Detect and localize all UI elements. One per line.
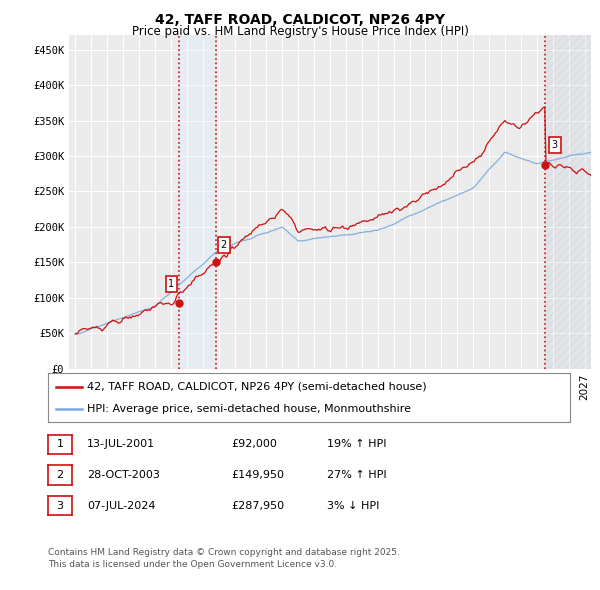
Text: 2: 2 <box>56 470 64 480</box>
Text: Contains HM Land Registry data © Crown copyright and database right 2025.
This d: Contains HM Land Registry data © Crown c… <box>48 548 400 569</box>
Text: 42, TAFF ROAD, CALDICOT, NP26 4PY: 42, TAFF ROAD, CALDICOT, NP26 4PY <box>155 13 445 27</box>
Text: 28-OCT-2003: 28-OCT-2003 <box>87 470 160 480</box>
Text: £149,950: £149,950 <box>231 470 284 480</box>
Bar <box>545 35 591 369</box>
Text: 3% ↓ HPI: 3% ↓ HPI <box>327 501 379 510</box>
Text: 42, TAFF ROAD, CALDICOT, NP26 4PY (semi-detached house): 42, TAFF ROAD, CALDICOT, NP26 4PY (semi-… <box>87 382 427 392</box>
Text: Price paid vs. HM Land Registry's House Price Index (HPI): Price paid vs. HM Land Registry's House … <box>131 25 469 38</box>
Text: 1: 1 <box>169 278 175 289</box>
Text: 13-JUL-2001: 13-JUL-2001 <box>87 440 155 449</box>
Text: 2: 2 <box>221 240 227 250</box>
Bar <box>179 35 216 369</box>
Text: 19% ↑ HPI: 19% ↑ HPI <box>327 440 386 449</box>
Text: 27% ↑ HPI: 27% ↑ HPI <box>327 470 386 480</box>
Text: 1: 1 <box>56 440 64 449</box>
Text: £287,950: £287,950 <box>231 501 284 510</box>
Text: 3: 3 <box>56 501 64 510</box>
Text: 07-JUL-2024: 07-JUL-2024 <box>87 501 155 510</box>
Text: £92,000: £92,000 <box>231 440 277 449</box>
Text: 3: 3 <box>551 140 558 150</box>
Text: HPI: Average price, semi-detached house, Monmouthshire: HPI: Average price, semi-detached house,… <box>87 404 411 414</box>
